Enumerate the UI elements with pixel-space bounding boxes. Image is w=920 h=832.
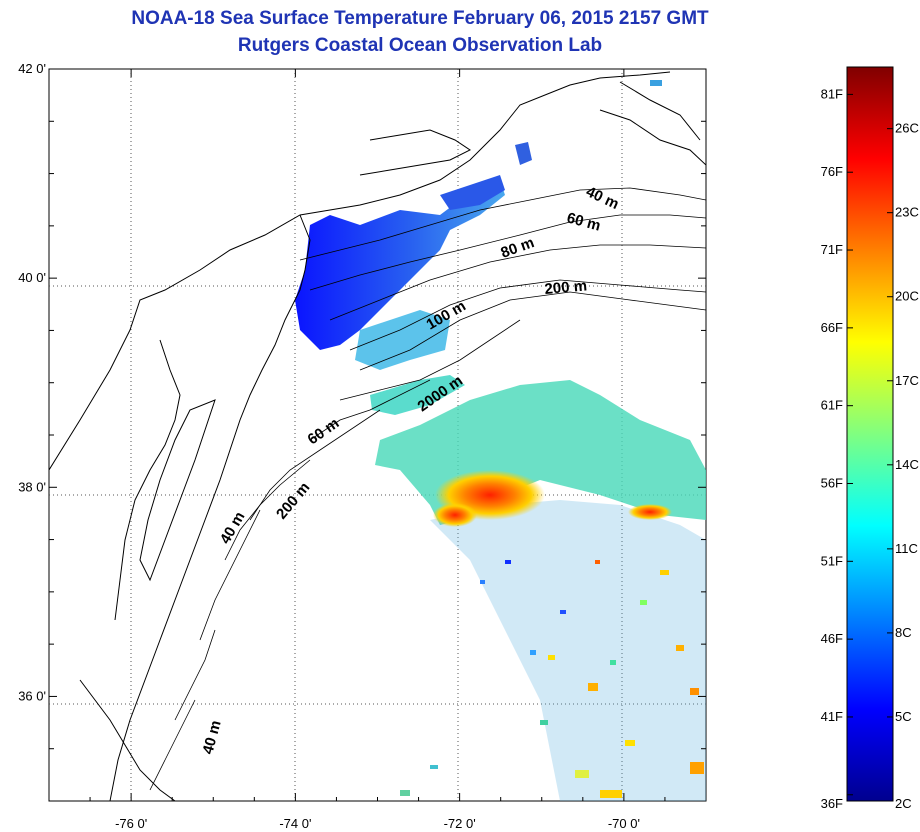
fahrenheit-label: 56F [821, 475, 843, 490]
fahrenheit-label: 71F [821, 242, 843, 257]
cold-patch-north [440, 175, 505, 210]
y-tick-label: 42 0' [18, 61, 46, 76]
celsius-label: 23C [895, 205, 919, 220]
fahrenheit-label: 41F [821, 709, 843, 724]
celsius-label: 17C [895, 373, 919, 388]
map-title: NOAA-18 Sea Surface Temperature February… [131, 8, 709, 29]
slope-water [370, 375, 465, 415]
celsius-label: 8C [895, 625, 912, 640]
fahrenheit-label: 36F [821, 796, 843, 811]
cold-patch-ne [515, 142, 532, 165]
colorbar-ticks: 26C 23C 20C 17C 14C 11C 8C 5C 2C 81F 76F 71F 66F 61F 5… [821, 86, 919, 811]
x-tick-label: -74 0' [279, 816, 311, 831]
colorbar-bar [846, 66, 894, 802]
warm-core-west [433, 503, 477, 527]
celsius-label: 2C [895, 796, 912, 811]
isobath-label: 200 m [544, 277, 588, 298]
celsius-label: 5C [895, 709, 912, 724]
fahrenheit-label: 51F [821, 553, 843, 568]
scatter-field [430, 500, 706, 801]
axes: -76 0' -74 0' -72 0' -70 0' 42 0' 40 0' 38 0' 3… [18, 61, 706, 831]
map-subtitle: Rutgers Coastal Ocean Observation Lab [237, 35, 603, 56]
celsius-label: 11C [895, 541, 918, 556]
fahrenheit-label: 81F [821, 86, 843, 101]
celsius-label: 26C [895, 121, 919, 136]
isobaths [149, 187, 706, 791]
fahrenheit-label: 66F [821, 320, 843, 335]
celsius-label: 20C [895, 289, 919, 304]
scattered-pixels [400, 80, 704, 798]
fahrenheit-label: 61F [821, 398, 843, 413]
x-tick-label: -76 0' [115, 816, 147, 831]
coastline [49, 71, 706, 801]
midshelf-water [355, 310, 450, 370]
y-tick-label: 40 0' [18, 270, 46, 285]
warm-band-east [628, 504, 672, 520]
y-tick-label: 38 0' [18, 479, 46, 494]
fahrenheit-label: 76F [821, 164, 843, 179]
x-tick-label: -70 0' [608, 816, 640, 831]
fahrenheit-label: 46F [821, 631, 843, 646]
x-tick-label: -72 0' [444, 816, 476, 831]
sst-data [295, 80, 706, 801]
y-tick-label: 36 0' [18, 688, 46, 703]
celsius-label: 14C [895, 457, 919, 472]
